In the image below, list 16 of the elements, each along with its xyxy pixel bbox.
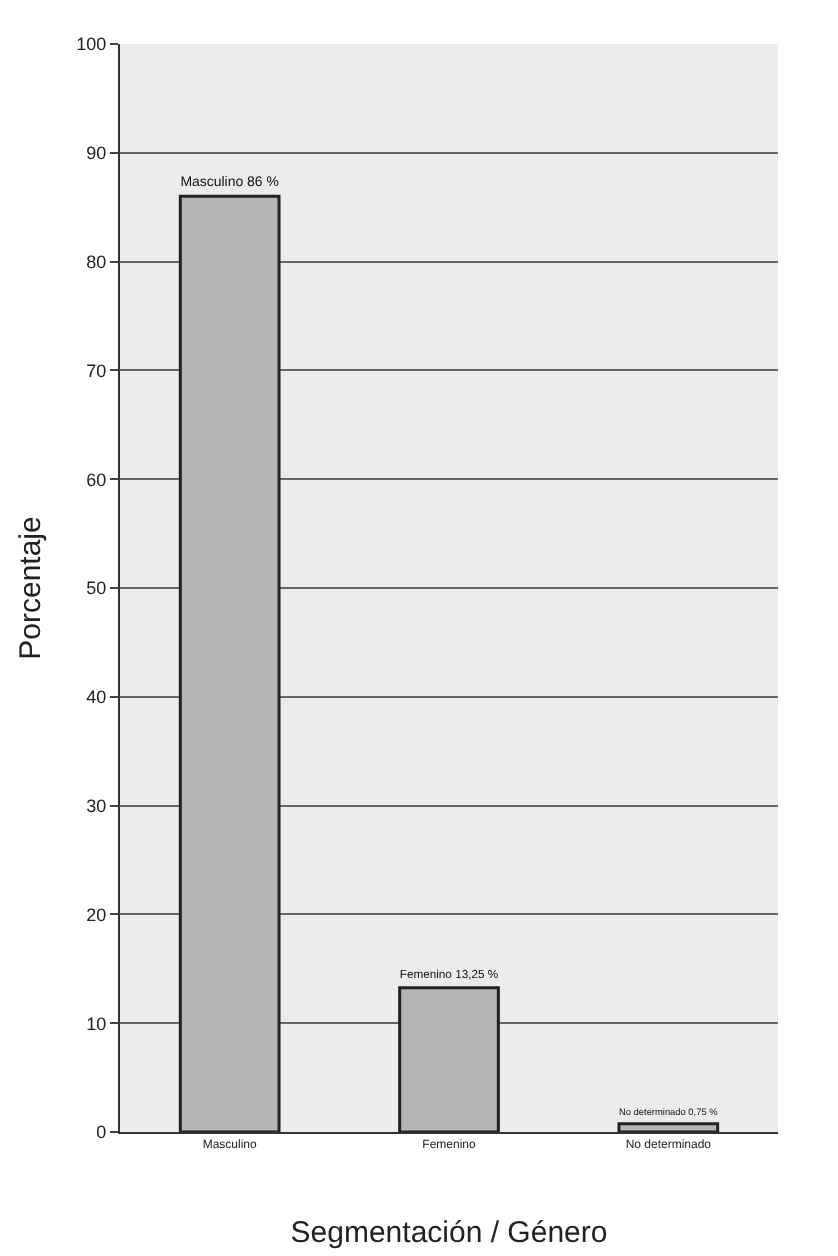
y-tick-label: 100 — [76, 34, 107, 55]
y-axis-title: Porcentaje — [14, 516, 48, 660]
bar — [398, 986, 500, 1132]
y-tick-label: 30 — [86, 795, 107, 816]
y-tick-label: 80 — [86, 251, 107, 272]
y-tick-label: 40 — [86, 687, 107, 708]
y-tick-label: 60 — [86, 469, 107, 490]
bar — [617, 1122, 720, 1132]
y-tick-label: 90 — [86, 143, 107, 164]
y-tick-label: 0 — [96, 1122, 107, 1143]
y-tick-label: 70 — [86, 360, 107, 381]
y-tick-label: 10 — [86, 1013, 107, 1034]
y-tick-label: 50 — [86, 578, 107, 599]
bar — [178, 194, 281, 1132]
y-tick-label: 20 — [86, 904, 107, 925]
x-axis-title: Segmentación / Género — [290, 1216, 608, 1250]
